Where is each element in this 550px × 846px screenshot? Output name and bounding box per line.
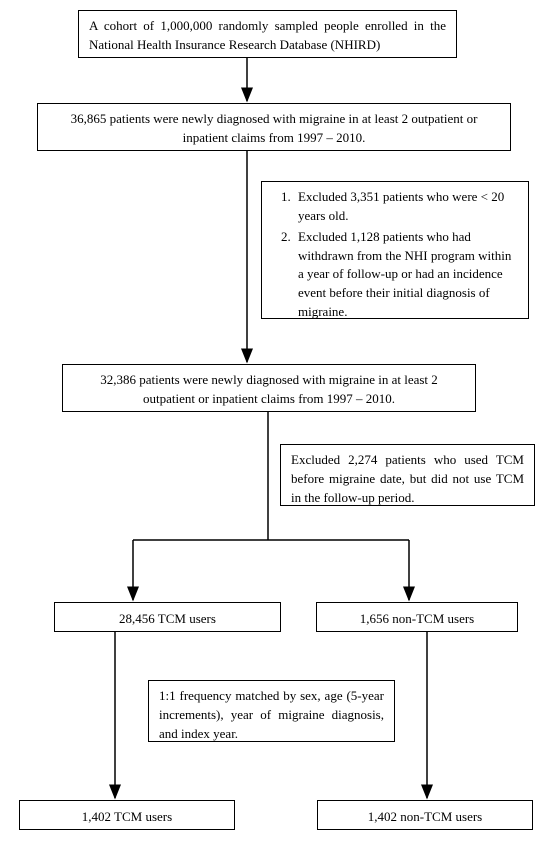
exclusion-1-item-text: Excluded 1,128 patients who had withdraw… (298, 229, 511, 319)
box-diagnosed-2: 32,386 patients were newly diagnosed wit… (62, 364, 476, 412)
text-non-tcm-matched: 1,402 non-TCM users (368, 809, 482, 824)
text-matching: 1:1 frequency matched by sex, age (5-yea… (159, 688, 384, 741)
box-diagnosed-1: 36,865 patients were newly diagnosed wit… (37, 103, 511, 151)
box-tcm-users: 28,456 TCM users (54, 602, 281, 632)
box-exclusion-2: Excluded 2,274 patients who used TCM bef… (280, 444, 535, 506)
text-exclusion-2: Excluded 2,274 patients who used TCM bef… (291, 452, 524, 505)
box-matching: 1:1 frequency matched by sex, age (5-yea… (148, 680, 395, 742)
text-tcm-matched: 1,402 TCM users (82, 809, 172, 824)
exclusion-1-item-text: Excluded 3,351 patients who were < 20 ye… (298, 189, 504, 223)
exclusion-1-item: Excluded 3,351 patients who were < 20 ye… (294, 188, 518, 226)
exclusion-1-item: Excluded 1,128 patients who had withdraw… (294, 228, 518, 322)
text-non-tcm-users: 1,656 non-TCM users (360, 611, 474, 626)
box-cohort: A cohort of 1,000,000 randomly sampled p… (78, 10, 457, 58)
text-diagnosed-2: 32,386 patients were newly diagnosed wit… (100, 372, 438, 406)
box-tcm-matched: 1,402 TCM users (19, 800, 235, 830)
exclusion-1-list: Excluded 3,351 patients who were < 20 ye… (272, 188, 518, 322)
text-tcm-users: 28,456 TCM users (119, 611, 216, 626)
box-exclusion-1: Excluded 3,351 patients who were < 20 ye… (261, 181, 529, 319)
text-diagnosed-1: 36,865 patients were newly diagnosed wit… (71, 111, 478, 145)
box-non-tcm-matched: 1,402 non-TCM users (317, 800, 533, 830)
box-non-tcm-users: 1,656 non-TCM users (316, 602, 518, 632)
text-cohort: A cohort of 1,000,000 randomly sampled p… (89, 18, 446, 52)
